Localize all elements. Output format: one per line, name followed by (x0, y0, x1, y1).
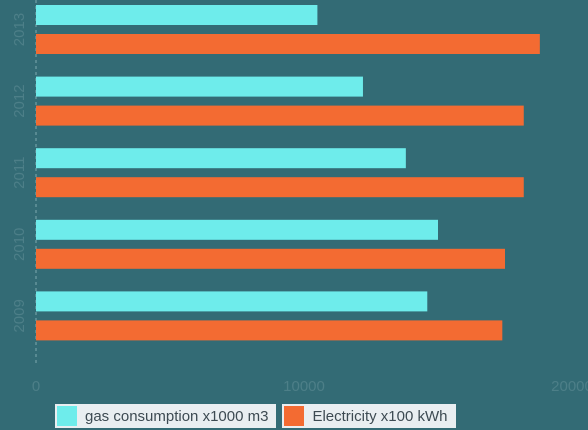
legend-label-electricity: Electricity x100 kWh (312, 407, 448, 425)
legend: gas consumption x1000 m3 Electricity x10… (55, 404, 456, 428)
bar-gas-2009[interactable] (36, 291, 428, 312)
legend-swatch-gas (57, 406, 77, 426)
legend-item-gas[interactable]: gas consumption x1000 m3 (55, 404, 277, 428)
x-tick-label-10000: 10000 (283, 378, 325, 395)
category-label-2012: 2012 (11, 84, 28, 117)
bar-gas-2010[interactable] (36, 219, 438, 240)
legend-item-electricity[interactable]: Electricity x100 kWh (282, 404, 456, 428)
bar-gas-2012[interactable] (36, 76, 363, 97)
category-label-2013: 2013 (11, 13, 28, 46)
category-label-2009: 2009 (11, 299, 28, 332)
bar-gas-2011[interactable] (36, 148, 406, 169)
bar-electricity-2009[interactable] (36, 320, 503, 341)
bar-gas-2013[interactable] (36, 5, 318, 25)
x-tick-label-0: 0 (32, 378, 40, 395)
bar-electricity-2011[interactable] (36, 177, 524, 198)
legend-label-gas: gas consumption x1000 m3 (85, 407, 269, 425)
category-label-2011: 2011 (11, 157, 28, 189)
legend-swatch-electricity (284, 406, 305, 426)
category-label-2010: 2010 (11, 228, 28, 261)
x-tick-label-20000: 20000 (551, 378, 588, 395)
bar-electricity-2012[interactable] (36, 105, 524, 126)
bar-electricity-2013[interactable] (36, 34, 540, 54)
bar-electricity-2010[interactable] (36, 248, 505, 269)
